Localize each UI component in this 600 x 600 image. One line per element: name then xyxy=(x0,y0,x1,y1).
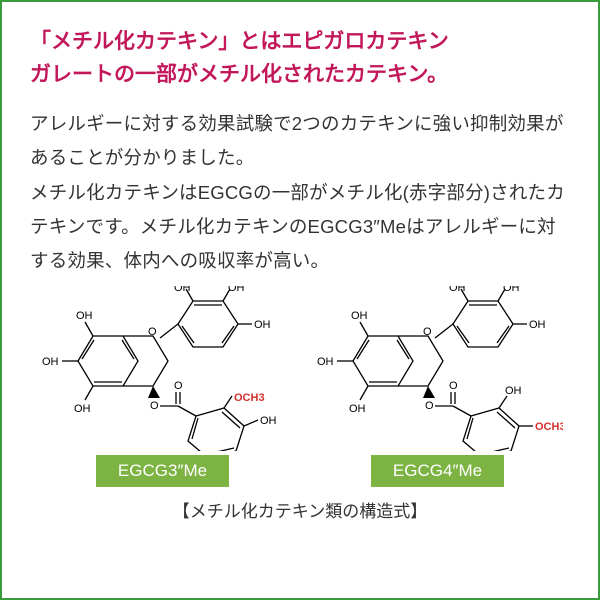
heading-line-2: ガレートの一部がメチル化されたカテキン。 xyxy=(30,63,448,86)
atom-oh: OH xyxy=(42,356,59,368)
atom-oh: OH xyxy=(529,319,546,331)
document-frame: 「メチル化カテキン」とはエピガロカテキン ガレートの一部がメチル化されたカテキン… xyxy=(0,0,600,600)
label-chip-right: EGCG4″Me xyxy=(371,455,504,487)
label-chip-left: EGCG3″Me xyxy=(96,455,229,487)
atom-oh: OH xyxy=(503,286,520,294)
diagram-caption: 【メチル化カテキン類の構造式】 xyxy=(30,497,570,522)
atom-och3: OCH3 xyxy=(535,421,563,433)
atom-o: O xyxy=(449,380,458,392)
atom-oh: OH xyxy=(349,403,366,415)
atom-o: O xyxy=(150,400,159,412)
atom-o: O xyxy=(425,400,434,412)
atom-oh: OH xyxy=(505,385,522,397)
atom-oh: OH xyxy=(174,286,191,294)
structure-diagrams-row: O OH OH OH OH OH OH xyxy=(30,286,570,487)
heading: 「メチル化カテキン」とはエピガロカテキン ガレートの一部がメチル化されたカテキン… xyxy=(30,26,570,91)
atom-oh: OH xyxy=(74,403,91,415)
structure-egcg4me: O OH OH OH OH OH OH O xyxy=(313,286,563,451)
structure-egcg3me: O OH OH OH OH OH OH xyxy=(38,286,288,451)
atom-oh: OH xyxy=(254,319,271,331)
atom-oh: OH xyxy=(351,310,368,322)
diagram-left: O OH OH OH OH OH OH xyxy=(30,286,295,487)
atom-och3: OCH3 xyxy=(234,392,265,404)
heading-line-1: 「メチル化カテキン」とはエピガロカテキン xyxy=(30,30,449,53)
atom-oh: OH xyxy=(76,310,93,322)
atom-oh: OH xyxy=(317,356,334,368)
diagram-right: O OH OH OH OH OH OH O xyxy=(305,286,570,487)
atom-oh: OH xyxy=(228,286,245,294)
body-paragraph: アレルギーに対する効果試験で2つのカテキンに強い抑制効果があることが分かりました… xyxy=(30,107,570,278)
atom-o: O xyxy=(423,326,432,338)
atom-oh: OH xyxy=(260,415,277,427)
atom-oh: OH xyxy=(449,286,466,294)
atom-o: O xyxy=(174,380,183,392)
atom-o: O xyxy=(148,326,157,338)
